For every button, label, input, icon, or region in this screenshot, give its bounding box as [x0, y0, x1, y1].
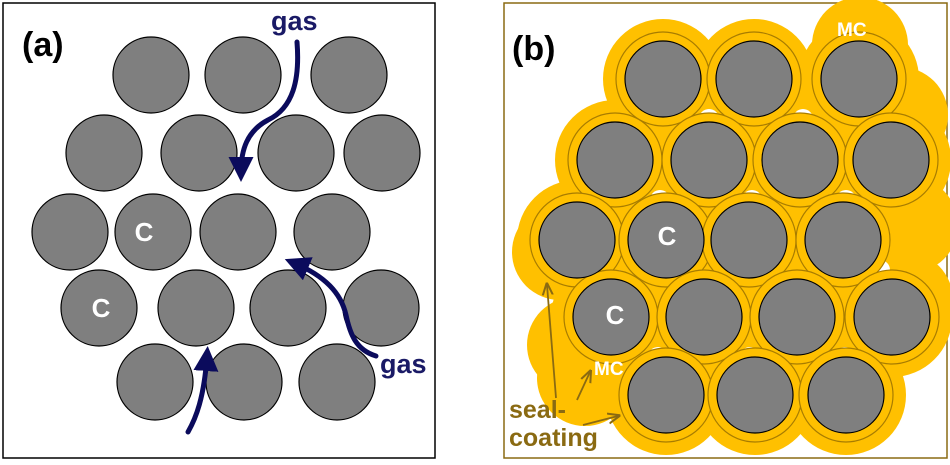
gas-label-right: gas — [380, 349, 427, 379]
mc-label-top: MC — [837, 20, 867, 41]
particle — [627, 201, 705, 279]
pointer-arrow-coating-icon — [582, 416, 618, 426]
particle — [60, 269, 138, 347]
particle — [249, 269, 327, 347]
particle-label-c: C — [135, 217, 154, 247]
panel-a: (a) C C gas gas — [2, 2, 436, 459]
particle — [807, 356, 885, 434]
particle — [716, 356, 794, 434]
panel-b-label: (b) — [512, 30, 555, 68]
seal-coating-label-line2: coating — [509, 424, 598, 452]
particle-label-c: C — [658, 221, 677, 251]
particle — [114, 193, 192, 271]
particle — [852, 121, 930, 199]
particle — [112, 36, 190, 114]
particle — [257, 114, 335, 192]
gas-arrow-top-icon — [228, 39, 301, 182]
pointer-arrow-outer-icon — [547, 285, 557, 399]
particle — [160, 114, 238, 192]
particle — [199, 193, 277, 271]
particle — [576, 121, 654, 199]
particle — [710, 201, 788, 279]
gas-arrow-right-icon — [284, 257, 379, 359]
gas-label-top: gas — [271, 6, 318, 36]
particle — [310, 36, 388, 114]
particle — [205, 343, 283, 421]
particle — [820, 40, 898, 118]
particles-b — [538, 40, 931, 434]
particle — [31, 193, 109, 271]
particle — [624, 40, 702, 118]
particle — [804, 201, 882, 279]
panel-a-label: (a) — [22, 26, 64, 64]
particle — [853, 278, 931, 356]
particle — [715, 40, 793, 118]
seal-coating-label-line1: seal- — [509, 396, 566, 424]
particles-a — [31, 36, 421, 421]
particle — [204, 36, 282, 114]
pointer-arrow-mc-icon — [576, 372, 590, 401]
mc-label-bottom: MC — [594, 359, 624, 380]
particle — [65, 114, 143, 192]
particle — [761, 121, 839, 199]
particle — [572, 278, 650, 356]
particle-label-c: C — [92, 293, 111, 323]
particle — [627, 356, 705, 434]
particle — [298, 343, 376, 421]
particle — [665, 278, 743, 356]
particle-label-c: C — [606, 300, 625, 330]
gas-arrow-bottom-icon — [185, 346, 219, 435]
particle — [343, 114, 421, 192]
particle — [157, 269, 235, 347]
particle — [116, 343, 194, 421]
particle — [293, 193, 371, 271]
particle — [670, 121, 748, 199]
panel-b: (b) C C MC MC seal- coating — [503, 0, 950, 459]
particle — [758, 278, 836, 356]
particle — [538, 201, 616, 279]
